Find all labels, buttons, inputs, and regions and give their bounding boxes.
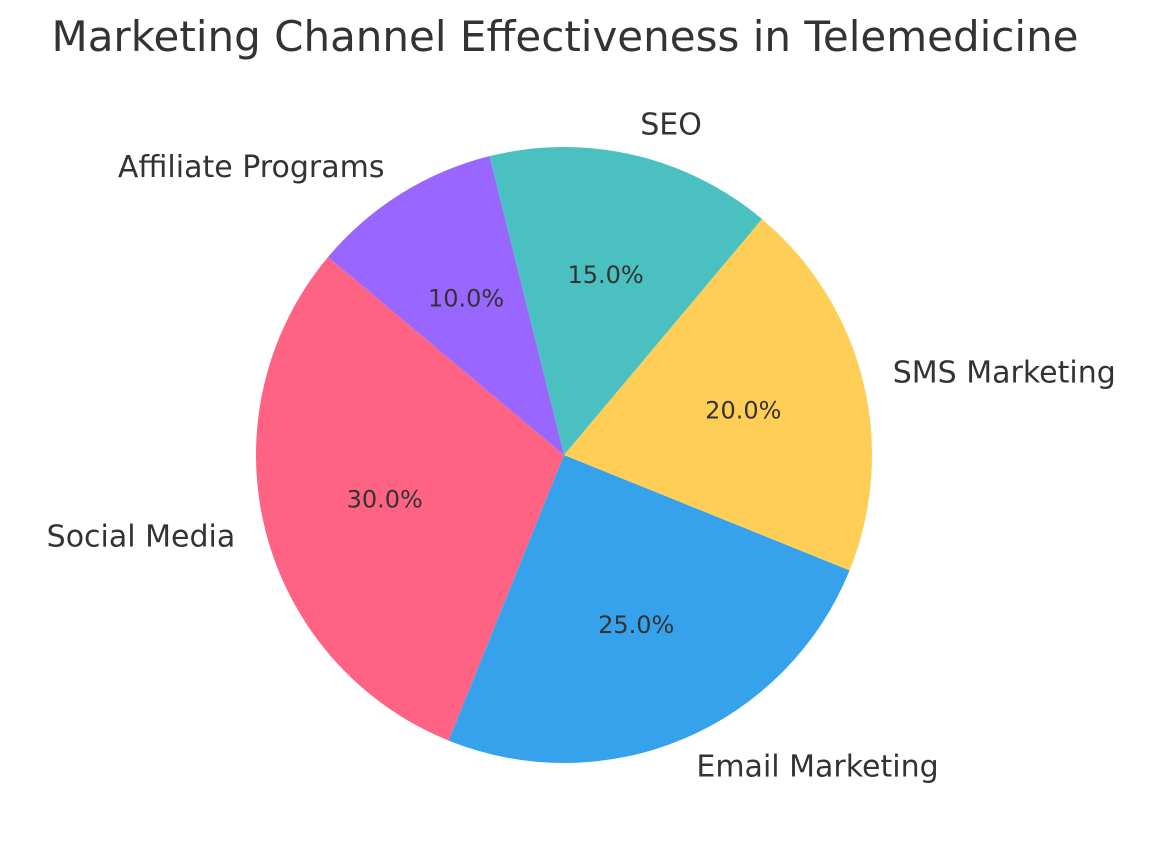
pie-slices: [255, 147, 872, 763]
pie-slice-email-marketing: [448, 455, 850, 763]
percent-labels: 30.0% 25.0% 20.0% 15.0% 10.0%: [347, 261, 782, 639]
percent-label: 20.0%: [705, 396, 781, 424]
percent-label: 15.0%: [567, 261, 643, 289]
pie-slice-social-media: [255, 257, 564, 741]
category-label: SMS Marketing: [893, 356, 1116, 391]
chart-title: Marketing Channel Effectiveness in Telem…: [51, 12, 1079, 61]
category-labels: Social Media Email Marketing SMS Marketing…: [47, 107, 1116, 784]
category-label: Affiliate Programs: [118, 150, 385, 185]
percent-label: 10.0%: [428, 284, 504, 312]
percent-label: 30.0%: [347, 486, 423, 514]
percent-label: 25.0%: [598, 611, 674, 639]
pie-slice-seo: [489, 147, 762, 456]
category-label: Email Marketing: [696, 749, 938, 784]
pie-slice-affiliate-programs: [328, 156, 564, 455]
category-label: Social Media: [47, 519, 236, 554]
pie-slice-sms-marketing: [564, 219, 872, 571]
category-label: SEO: [640, 107, 702, 142]
